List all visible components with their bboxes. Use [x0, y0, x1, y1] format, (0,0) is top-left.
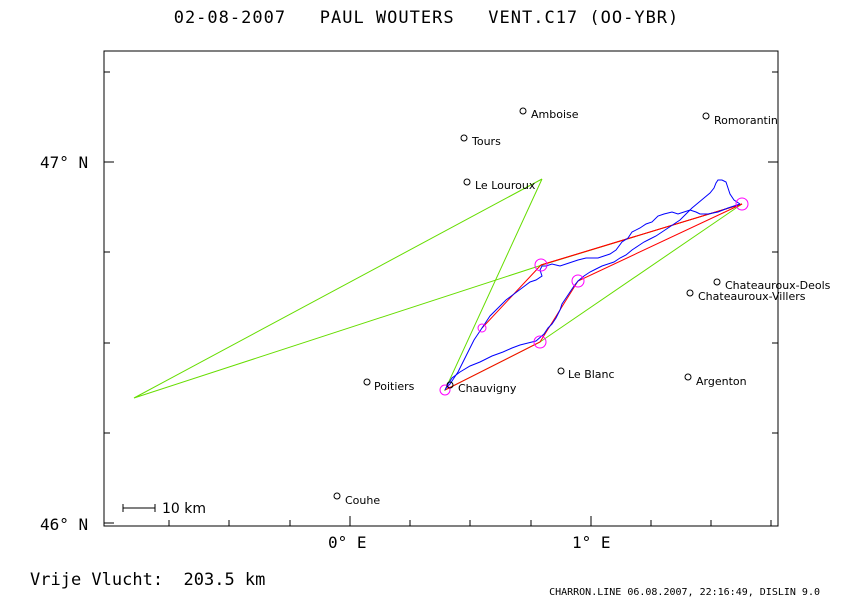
town-label: Chauvigny [458, 382, 517, 395]
town-marker [363, 378, 371, 386]
turnpoint-circle [439, 384, 451, 396]
lon-label-1: 1° E [572, 533, 611, 552]
lat-ticks [104, 71, 778, 524]
town-chateauroux-deols: Chateauroux-Deols [713, 278, 831, 292]
town-marker [463, 178, 471, 186]
lat-label-47: 47° N [40, 153, 88, 172]
towns: Amboise Romorantin Tours Le Louroux Chat… [333, 107, 831, 507]
lat-label-46: 46° N [40, 515, 88, 534]
plot-frame [103, 50, 779, 527]
town-marker [333, 492, 341, 500]
town-tours: Tours [460, 134, 501, 148]
lon-label-0: 0° E [328, 533, 367, 552]
turnpoints [439, 197, 749, 396]
turnpoint-circle [534, 258, 548, 272]
turnpoint-circle [735, 197, 749, 211]
alternative-legs [133, 178, 743, 399]
scale-bar: 10 km [122, 501, 206, 517]
town-couhe: Couhe [333, 492, 380, 507]
town-marker [519, 107, 527, 115]
gps-track [444, 179, 741, 391]
town-romorantin: Romorantin [702, 112, 778, 127]
chart-title: 02-08-2007 PAUL WOUTERS VENT.C17 (OO-YBR… [173, 8, 680, 28]
town-label: Le Louroux [475, 179, 536, 192]
scale-bar-label: 10 km [162, 501, 206, 517]
turnpoint-circle [533, 335, 547, 349]
town-argenton: Argenton [684, 373, 747, 388]
town-label: Poitiers [374, 380, 415, 393]
town-label: Tours [471, 135, 501, 148]
town-chateauroux-villers: Chateauroux-Villers [686, 289, 806, 303]
town-marker [684, 373, 692, 381]
town-marker [446, 381, 454, 389]
town-chauvigny: Chauvigny [446, 381, 517, 395]
town-label: Amboise [531, 108, 579, 121]
town-marker [713, 278, 721, 286]
free-flight-distance: Vrije Vlucht: 203.5 km [30, 570, 266, 590]
credits-line: CHARRON.LINE 06.08.2007, 22:16:49, DISLI… [549, 587, 820, 598]
turnpoint-circle [571, 274, 585, 288]
turnpoint-circle [477, 323, 487, 333]
town-label: Le Blanc [568, 368, 615, 381]
town-marker [557, 367, 565, 375]
town-le-louroux: Le Louroux [463, 178, 536, 192]
town-label: Romorantin [714, 114, 778, 127]
town-marker [686, 289, 694, 297]
town-le-blanc: Le Blanc [557, 367, 615, 381]
town-marker [460, 134, 468, 142]
town-label: Chateauroux-Villers [698, 290, 806, 303]
lon-ticks [168, 516, 772, 526]
town-label: Argenton [696, 375, 747, 388]
town-marker [702, 112, 710, 120]
town-amboise: Amboise [519, 107, 579, 121]
town-poitiers: Poitiers [363, 378, 415, 393]
town-label: Chateauroux-Deols [725, 279, 831, 292]
town-label: Couhe [345, 494, 380, 507]
